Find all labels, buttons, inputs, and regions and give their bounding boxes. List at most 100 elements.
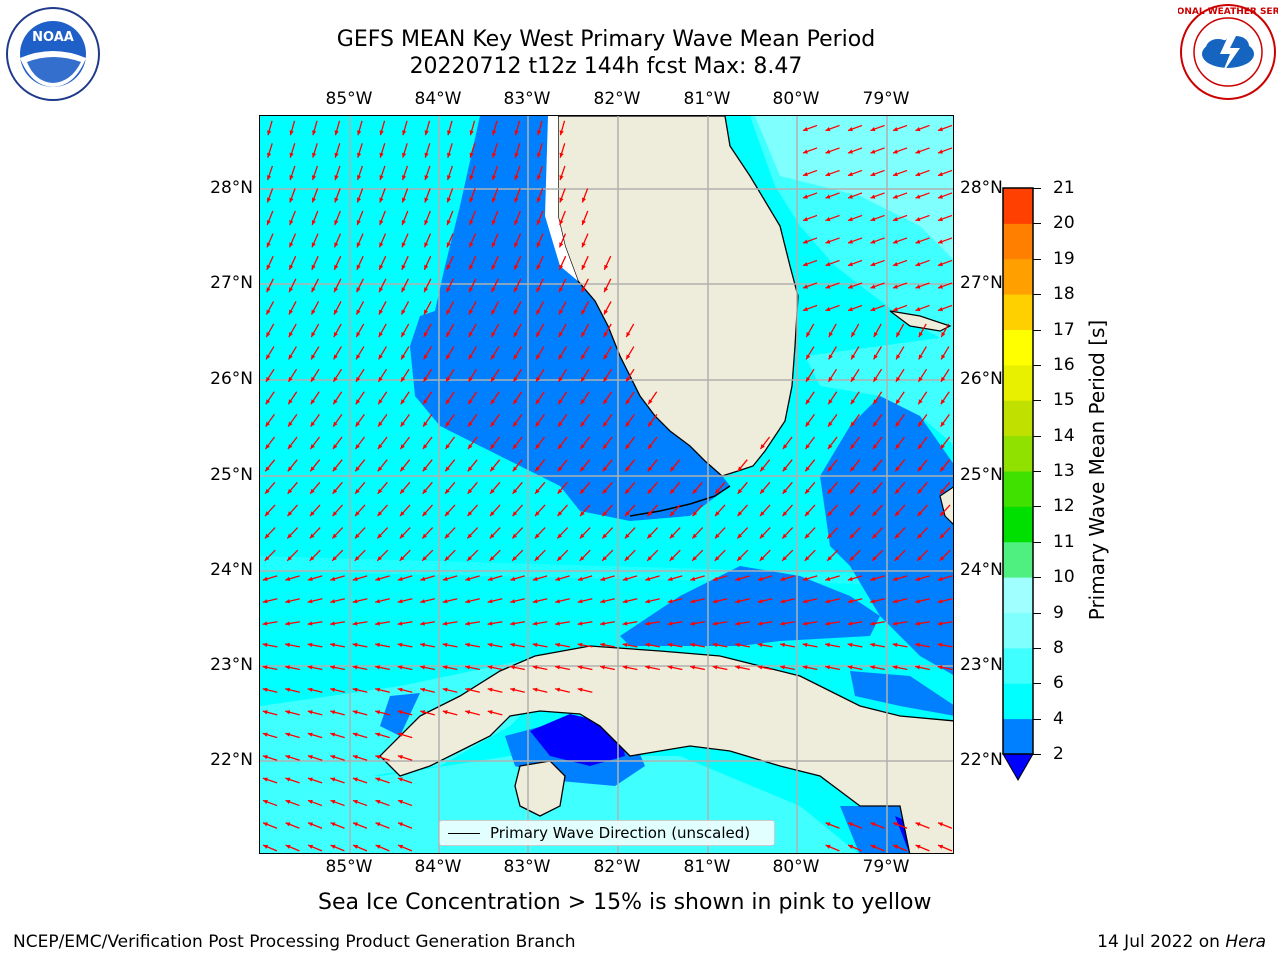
- wave-arrow-head: [802, 149, 808, 154]
- wave-arrow-head: [311, 332, 316, 338]
- wave-arrow-head: [400, 466, 405, 472]
- wave-arrow-head: [938, 822, 944, 827]
- wave-arrow-head: [559, 197, 564, 203]
- colorbar-swatch: [1003, 223, 1033, 260]
- wave-arrow-head: [536, 287, 541, 293]
- wave-arrow-head: [332, 488, 338, 494]
- wave-arrow-head: [806, 354, 811, 360]
- wave-arrow-head: [285, 732, 291, 737]
- wave-arrow-head: [581, 264, 586, 270]
- wave-arrow-head: [330, 642, 335, 648]
- colorbar-tick-label: 21: [1053, 178, 1075, 198]
- wave-arrow-head: [782, 511, 788, 517]
- lon-label-top: 84°W: [414, 89, 462, 109]
- wave-arrow-head: [870, 216, 876, 222]
- wave-arrow-head: [581, 242, 586, 248]
- nws-logo: NATIONAL WEATHER SERVICE: [1153, 2, 1280, 102]
- wave-arrow-head: [330, 710, 336, 715]
- wave-arrow-head: [892, 126, 898, 132]
- wave-arrow-head: [400, 488, 405, 494]
- wave-arrow-head: [311, 287, 316, 293]
- wave-arrow-head: [895, 421, 901, 427]
- wave-arrow-head: [735, 576, 741, 581]
- wave-arrow-head: [940, 444, 945, 449]
- wave-arrow-head: [312, 152, 317, 158]
- wave-arrow-head: [647, 511, 653, 517]
- wave-arrow-head: [645, 621, 650, 626]
- wave-arrow-head: [423, 309, 429, 315]
- wave-arrow-head: [266, 332, 271, 338]
- wave-arrow-head: [401, 332, 406, 338]
- wave-arrow-head: [285, 844, 291, 849]
- wave-arrow-head: [894, 511, 900, 517]
- wave-arrow-head: [558, 399, 563, 405]
- wave-arrow-head: [424, 242, 429, 248]
- wave-arrow-head: [896, 332, 901, 338]
- lat-label-left: 25°N: [210, 465, 253, 485]
- wave-arrow-head: [917, 488, 923, 494]
- wave-arrow-head: [333, 332, 338, 338]
- wave-arrow-head: [397, 621, 403, 626]
- wave-arrow-head: [559, 152, 564, 158]
- wave-arrow-head: [378, 309, 384, 315]
- wave-arrow-head: [265, 466, 270, 472]
- wave-arrow-head: [267, 152, 272, 158]
- wave-arrow-head: [917, 533, 923, 539]
- wave-arrow-head: [420, 576, 426, 581]
- wave-arrow-head: [532, 642, 538, 648]
- wave-arrow-head: [870, 844, 876, 849]
- wave-arrow-head: [782, 533, 788, 539]
- wave-arrow-head: [894, 556, 900, 561]
- wave-arrow-head: [581, 219, 586, 225]
- wave-arrow-head: [332, 466, 338, 472]
- colorbar-swatch: [1003, 329, 1033, 366]
- wave-arrow-head: [805, 421, 811, 427]
- wave-arrow-head: [557, 466, 563, 472]
- wave-arrow-head: [669, 511, 675, 517]
- wave-arrow-head: [937, 126, 943, 132]
- wave-arrow-head: [379, 152, 384, 158]
- wave-arrow-head: [558, 309, 564, 315]
- wave-arrow-head: [446, 219, 451, 225]
- lon-label-top: 82°W: [593, 89, 641, 109]
- wave-arrow-head: [262, 576, 268, 581]
- colorbar-tick-mark: [1033, 577, 1041, 579]
- wave-arrow-head: [377, 511, 383, 517]
- wave-arrow-head: [308, 844, 314, 849]
- wave-arrow-head: [469, 152, 474, 158]
- wave-arrow-head: [915, 306, 921, 312]
- wave-arrow-head: [536, 264, 541, 270]
- wave-arrow-head: [892, 621, 898, 626]
- wave-arrow-head: [334, 152, 339, 158]
- wave-arrow-head: [397, 799, 403, 805]
- wave-arrow-head: [375, 710, 381, 715]
- wave-arrow-head: [469, 175, 474, 181]
- wave-arrow-head: [285, 642, 290, 648]
- footer-date: 14 Jul 2022 on Hera: [1097, 932, 1266, 952]
- wave-arrow-head: [850, 444, 855, 449]
- wave-arrow-head: [625, 444, 630, 449]
- wave-arrow-head: [915, 194, 921, 199]
- wave-arrow-head: [827, 466, 833, 472]
- wave-arrow-head: [828, 332, 833, 338]
- wave-arrow-head: [577, 576, 583, 581]
- wave-arrow-head: [310, 466, 315, 472]
- wave-arrow-head: [356, 264, 361, 270]
- wave-arrow-head: [802, 194, 808, 199]
- wave-arrow-head: [555, 665, 561, 670]
- wave-arrow-head: [266, 242, 271, 248]
- wave-arrow-head: [375, 777, 381, 782]
- wave-arrow-head: [692, 533, 698, 539]
- wave-arrow-head: [892, 261, 898, 267]
- wave-arrow-head: [307, 687, 313, 692]
- wave-arrow-head: [555, 576, 561, 581]
- colorbar-label: Primary Wave Mean Period [s]: [1085, 319, 1109, 621]
- wave-arrow-head: [491, 242, 496, 248]
- wave-arrow-head: [849, 511, 855, 517]
- wave-arrow-head: [490, 399, 496, 405]
- wave-arrow-head: [487, 710, 493, 715]
- wave-arrow-head: [825, 599, 831, 604]
- wave-arrow-head: [600, 665, 606, 670]
- wave-arrow-head: [446, 332, 451, 338]
- lon-label-bottom: 83°W: [503, 857, 551, 877]
